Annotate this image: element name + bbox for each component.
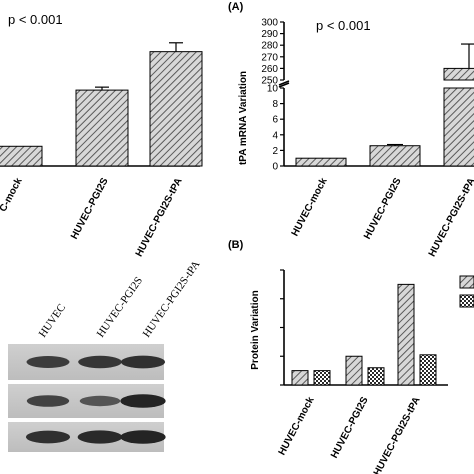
- panel-a-tick-label-lower-4: 6: [272, 115, 278, 126]
- blot-band-2-3: [120, 394, 166, 408]
- panel-b-bar-s2-3: [419, 354, 437, 386]
- left-partial-bar-chart: p < 0.001 C-mock HUVEC-PGI2S HUVEC-PGI2S-t…: [0, 12, 203, 259]
- panel-a-tick-label-lower-5: 8: [272, 99, 278, 110]
- panel-b-legend-swatch-1: [459, 275, 474, 289]
- panel-b-bar-s1-3: [397, 283, 415, 386]
- left-tick-label-1: C-mock: [0, 176, 25, 214]
- blot-band-3-3: [120, 430, 166, 444]
- panel-a-axis-break-lower: [278, 82, 290, 88]
- panel-a-tick-label-1: HUVEC-mock: [290, 176, 330, 238]
- panel-a-tick-label-lower-6: 10: [267, 84, 279, 95]
- panel-a-y-axis-label: tPA mRNA Variation: [238, 71, 249, 165]
- blot-lane-label-1: HUVEC: [37, 302, 69, 340]
- left-p-value: p < 0.001: [8, 12, 63, 27]
- blot-band-2-2: [79, 395, 121, 407]
- panel-b-chart: (B) Protein Variation HUVEC-mock HUVEC-PG…: [228, 239, 474, 474]
- panel-a-axis-break-upper: [278, 80, 290, 86]
- panel-a-bar-3-upper: [443, 67, 474, 81]
- panel-a-tick-label-lower-1: 0: [272, 162, 278, 173]
- left-tick-label-3: HUVEC-PGI2S-tPA: [134, 176, 185, 259]
- left-bar-3: [149, 51, 203, 167]
- panel-a-p-value: p < 0.001: [316, 18, 371, 33]
- blot-lane-label-2: HUVEC-PGI2S: [95, 275, 145, 340]
- panel-b-legend-swatch-2: [459, 294, 474, 308]
- left-tick-label-2: HUVEC-PGI2S: [69, 176, 111, 241]
- panel-a-chart: (A) p < 0.001 tPA mRNA Variation 0 2 4 6 8 10…: [228, 1, 474, 259]
- blot-band-1-1: [26, 356, 70, 368]
- blot-band-3-1: [25, 430, 71, 444]
- panel-a-tick-label-upper-3: 270: [261, 52, 278, 63]
- panel-a-tick-label-upper-1: 250: [261, 76, 278, 87]
- panel-b-tick-label-3: HUVEC-PGI2S-tPA: [372, 395, 423, 474]
- panel-a-tick-label-upper-5: 290: [261, 29, 278, 40]
- blot-band-1-2: [78, 355, 122, 369]
- panel-b-bar-s2-1: [313, 370, 331, 386]
- blot-band-3-2: [77, 430, 123, 444]
- panel-b-y-axis-label: Protein Variation: [250, 290, 261, 369]
- panel-a-bar-3-break-gap: [443, 81, 474, 87]
- panel-b-label: (B): [228, 239, 244, 251]
- panel-a-tick-label-2: HUVEC-PGI2S: [362, 176, 404, 241]
- panel-a-bar-1: [295, 157, 347, 167]
- panel-a-bar-2: [369, 145, 421, 167]
- blot-lane-label-3: HUVEC-PGI2S-tPA: [141, 259, 203, 340]
- panel-b-tick-label-2: HUVEC-PGI2S: [329, 395, 371, 460]
- panel-a-bar-3-lower: [443, 87, 474, 167]
- panel-a-label: (A): [228, 1, 244, 13]
- panel-b-bar-s1-2: [345, 355, 363, 386]
- panel-a-tick-label-upper-4: 280: [261, 41, 278, 52]
- left-bar-1: [0, 145, 43, 167]
- panel-a-tick-label-3: HUVEC-PGI2S-tPA: [427, 176, 474, 259]
- blot-band-2-1: [26, 395, 70, 407]
- left-bar-2: [75, 89, 129, 167]
- blot-band-1-3: [120, 355, 166, 369]
- panel-a-tick-label-lower-3: 4: [272, 130, 278, 141]
- panel-b-tick-label-1: HUVEC-mock: [277, 395, 317, 457]
- panel-b-bar-s1-1: [291, 370, 309, 386]
- panel-b-bar-s2-2: [367, 367, 385, 386]
- panel-a-tick-label-upper-6: 300: [261, 18, 278, 29]
- panel-a-tick-label-lower-2: 2: [272, 146, 278, 157]
- panel-a-tick-label-upper-2: 260: [261, 64, 278, 75]
